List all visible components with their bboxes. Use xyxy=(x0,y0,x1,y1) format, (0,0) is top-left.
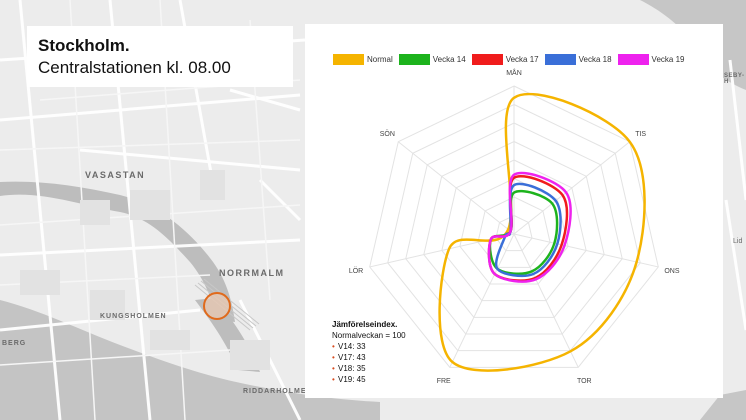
map-label-riddarholmen: RIDDARHOLMEN xyxy=(243,388,313,395)
map-label-kungsholmen: KUNGSHOLMEN xyxy=(100,313,167,320)
axis-label: MÅN xyxy=(506,68,522,77)
legend-label: Vecka 17 xyxy=(505,54,539,64)
legend-swatch xyxy=(617,53,649,65)
chart-card: Normal Vecka 14 Vecka 17 Vecka 18 Vecka 19 M… xyxy=(305,24,723,398)
axis-label: SÖN xyxy=(380,130,395,138)
series-line xyxy=(487,171,572,283)
location-marker[interactable] xyxy=(202,291,232,321)
grid-spoke xyxy=(513,233,579,368)
legend-label: Normal xyxy=(367,54,393,64)
comparison-index-item: V14: 33 xyxy=(332,341,406,352)
map-label-seby: SEBY-H xyxy=(724,73,745,85)
legend-item: Vecka 17 xyxy=(471,53,539,65)
title-card: Stockholm. Centralstationen kl. 08.00 xyxy=(27,26,293,87)
grid-ring xyxy=(477,196,551,268)
axis-label: TOR xyxy=(577,378,592,385)
station-subtitle: Centralstationen kl. 08.00 xyxy=(38,58,231,77)
grid-ring xyxy=(495,214,533,252)
chart-legend: Normal Vecka 14 Vecka 17 Vecka 18 Vecka 19 xyxy=(333,52,690,66)
grid-spoke xyxy=(513,141,631,235)
grid-ring xyxy=(405,122,623,335)
city-title: Stockholm. xyxy=(38,36,130,55)
radar-chart: MÅN TIS ONS TOR FRE LÖR SÖN xyxy=(349,68,680,385)
comparison-index-list: V14: 33 V17: 43 V18: 35 V19: 45 xyxy=(332,341,406,385)
legend-label: Vecka 14 xyxy=(432,54,466,64)
legend-label: Vecka 19 xyxy=(651,54,685,64)
grid-spoke xyxy=(513,233,659,268)
grid-spoke xyxy=(449,233,515,368)
legend-item: Vecka 19 xyxy=(617,53,685,65)
comparison-index-item: V19: 45 xyxy=(332,374,406,385)
legend-item: Vecka 14 xyxy=(398,53,466,65)
series-line xyxy=(438,92,646,372)
grid-ring xyxy=(441,159,587,302)
grid-ring xyxy=(387,103,641,352)
map-label-lid: Lid xyxy=(733,238,743,245)
map-label-berg: BERG xyxy=(2,340,27,347)
legend-swatch xyxy=(544,53,576,65)
map-label-vasastan: VASASTAN xyxy=(85,170,146,180)
axis-label: FRE xyxy=(437,378,451,385)
axis-label: LÖR xyxy=(349,267,363,275)
comparison-index-heading: Jämförelseindex. xyxy=(332,320,398,329)
series-line xyxy=(494,182,562,278)
axis-label: TIS xyxy=(635,131,646,138)
comparison-index-item: V17: 43 xyxy=(332,352,406,363)
legend-swatch xyxy=(471,53,503,65)
grid-ring xyxy=(423,140,605,318)
comparison-index-item: V18: 35 xyxy=(332,363,406,374)
legend-item: Normal xyxy=(333,53,393,65)
grid-spoke xyxy=(397,141,515,235)
map-label-normalm: NORRMALM xyxy=(219,268,285,278)
comparison-index-box: Jämförelseindex. Normalveckan = 100 V14:… xyxy=(332,319,406,385)
legend-label: Vecka 18 xyxy=(578,54,612,64)
axis-label: ONS xyxy=(664,268,680,275)
legend-item: Vecka 18 xyxy=(544,53,612,65)
legend-swatch xyxy=(333,53,364,65)
comparison-index-baseline: Normalveckan = 100 xyxy=(332,331,406,340)
legend-swatch xyxy=(398,53,430,65)
